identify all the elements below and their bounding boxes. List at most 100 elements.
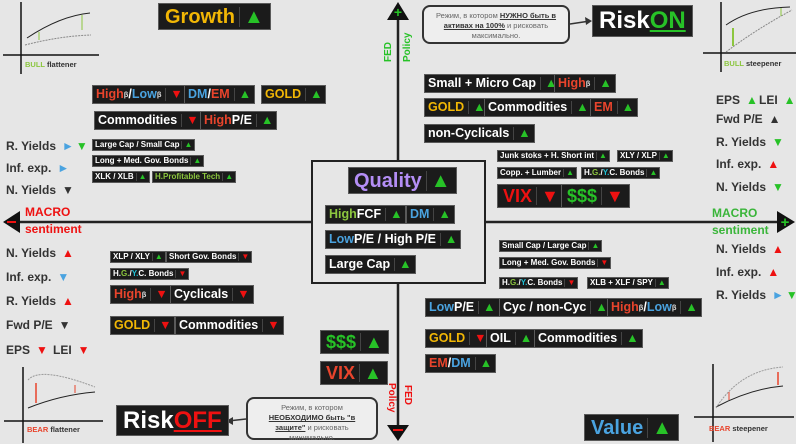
tag-text: Commodities (538, 331, 618, 346)
real-yields-indicator: R. Yields ► ▼ (6, 139, 88, 153)
quality-badge: Quality ▲ (348, 167, 457, 194)
tag-text: R. Yields (716, 288, 767, 302)
forward-pe-indicator: Fwd P/E ▲ (716, 112, 781, 126)
triangle-up-icon: ▲ (190, 157, 201, 165)
tag-text: G. (592, 168, 601, 177)
tag-text: Risk (599, 7, 650, 34)
em-dm-tag: EM / DM ▲ (425, 354, 497, 373)
tag-text: C. Bonds (609, 168, 645, 177)
tag-text: / (207, 87, 211, 102)
tag-text: OIL (490, 331, 511, 346)
bear-flattener-label: BEAR flattener (27, 425, 80, 434)
tag-text: Inf. exp. (716, 157, 762, 171)
fed-label-top: FED (383, 42, 394, 62)
triangle-down-icon: ▼ (150, 288, 168, 301)
tag-text: High (96, 87, 124, 102)
tag-text: Large Cap / Small Cap (95, 140, 180, 149)
high-low-beta-tag: High β / Low β ▲ (607, 298, 702, 317)
tag-text: ON (649, 7, 686, 34)
tag-text: GOLD (429, 331, 466, 346)
sentiment-label: sentiment (712, 223, 769, 238)
bear-steepener-label: BEAR steepener (709, 424, 768, 433)
triangle-up-icon: ▲ (514, 332, 532, 345)
real-yields-indicator: R. Yields ▲ (6, 294, 74, 308)
long-med-bonds-tag: Long + Med. Gov. Bonds ▼ (499, 257, 612, 269)
tag-text: High (114, 287, 142, 302)
xlb-xlf-spy-tag: XLB + XLF / SPY ▲ (587, 277, 669, 289)
triangle-right-icon: ► (62, 139, 74, 153)
gold-tag: GOLD ▼ (110, 316, 176, 335)
arrow-down-icon (387, 425, 409, 441)
high-pe-tag: High P/E ▲ (200, 111, 278, 130)
triangle-up-icon: ▲ (433, 208, 451, 221)
triangle-up-icon: ▲ (768, 112, 781, 126)
usd-tag: $$$ ▼ (561, 184, 630, 208)
risk-off-note: Режим, в котором НЕОБХОДИМО быть "в защи… (246, 397, 378, 442)
triangle-up-icon: ▲ (654, 279, 666, 287)
bull-flattener-label: BULL flattener (25, 60, 77, 69)
tag-text: R. Yields (6, 294, 57, 308)
commodities-tag: Commodities ▼ (94, 111, 203, 130)
hg-yc-bonds-tag: H. G. / Y. C. Bonds ▼ (110, 268, 190, 280)
triangle-up-icon: ▲ (305, 88, 322, 101)
triangle-down-icon: ▼ (165, 88, 183, 101)
gold-tag: GOLD ▼ (425, 329, 491, 348)
inflation-expectations-indicator: Inf. exp. ▲ (716, 157, 779, 171)
value-badge: Value ▲ (584, 414, 680, 441)
triangle-up-icon: ▲ (394, 258, 412, 271)
tag-text: LEI (759, 93, 778, 107)
triangle-up-icon: ▲ (360, 333, 383, 351)
macro-sentiment-left: MACRO sentiment (25, 204, 82, 239)
triangle-up-icon: ▲ (62, 294, 74, 308)
tag-text: N. Yields (716, 242, 767, 256)
tag-text: C. Bonds (138, 269, 174, 278)
tag-text: $$$ (326, 332, 357, 352)
oil-tag: OIL ▲ (486, 329, 537, 348)
tag-text: Commodities (488, 100, 568, 115)
tag-text: EM (429, 356, 448, 371)
tag-text: Copp. + Lumber (500, 168, 562, 177)
risk-on-badge: Risk ON (592, 5, 693, 37)
commodities-tag: Commodities ▲ (484, 98, 593, 117)
tag-text: EPS (6, 343, 31, 357)
triangle-down-icon: ▼ (536, 187, 559, 205)
risk-on-note: Режим, в котором НУЖНО быть в активах на… (422, 5, 570, 44)
tag-text: Low (429, 300, 454, 315)
risk-off-badge: Risk OFF (116, 405, 229, 436)
dm-tag: DM ▲ (406, 205, 455, 224)
arrow-up-icon (387, 2, 409, 20)
bull-flattener-chart (3, 2, 99, 74)
tag-text: Large Cap (329, 257, 391, 272)
macro-sentiment-right: MACRO sentiment (712, 205, 769, 240)
growth-badge: Growth ▲ (158, 3, 271, 30)
triangle-up-icon: ▲ (233, 88, 251, 101)
tag-text: Y. (602, 168, 610, 177)
small-micro-cap-tag: Small + Micro Cap ▲ (424, 74, 562, 93)
inflation-expectations-indicator: Inf. exp. ▲ (716, 265, 779, 279)
tag-text: Y. (131, 269, 139, 278)
note-text: НУЖНО быть в активах на 100% (443, 11, 557, 31)
triangle-down-icon: ▼ (175, 270, 186, 278)
policy-label-top: Policy (402, 32, 413, 62)
triangle-up-icon: ▲ (478, 301, 496, 314)
triangle-right-icon: ► (57, 161, 70, 175)
tag-text: β (141, 289, 147, 299)
triangle-down-icon: ▼ (75, 139, 88, 153)
triangle-up-icon: ▲ (590, 301, 608, 314)
high-fcf-tag: High FCF ▲ (325, 205, 407, 224)
usd-tag: $$$ ▲ (320, 330, 389, 354)
tag-text: DM (410, 207, 430, 222)
tag-text: High (329, 207, 357, 222)
arrow-right-icon (777, 211, 795, 233)
real-yields-indicator: R. Yields ▼ (716, 135, 784, 149)
tag-text: High (204, 113, 232, 128)
triangle-down-icon: ▼ (36, 343, 48, 357)
triangle-up-icon: ▲ (474, 357, 492, 370)
svg-text:+: + (394, 4, 402, 20)
vix-tag: VIX ▼ (497, 184, 565, 208)
tag-text: EM (594, 100, 613, 115)
hg-yc-bonds-tag: H. G. / Y. C. Bonds ▲ (581, 167, 661, 179)
triangle-up-icon: ▲ (468, 101, 485, 114)
copper-lumber-tag: Copp. + Lumber ▲ (497, 167, 578, 179)
tag-text: Fwd P/E (6, 318, 53, 332)
